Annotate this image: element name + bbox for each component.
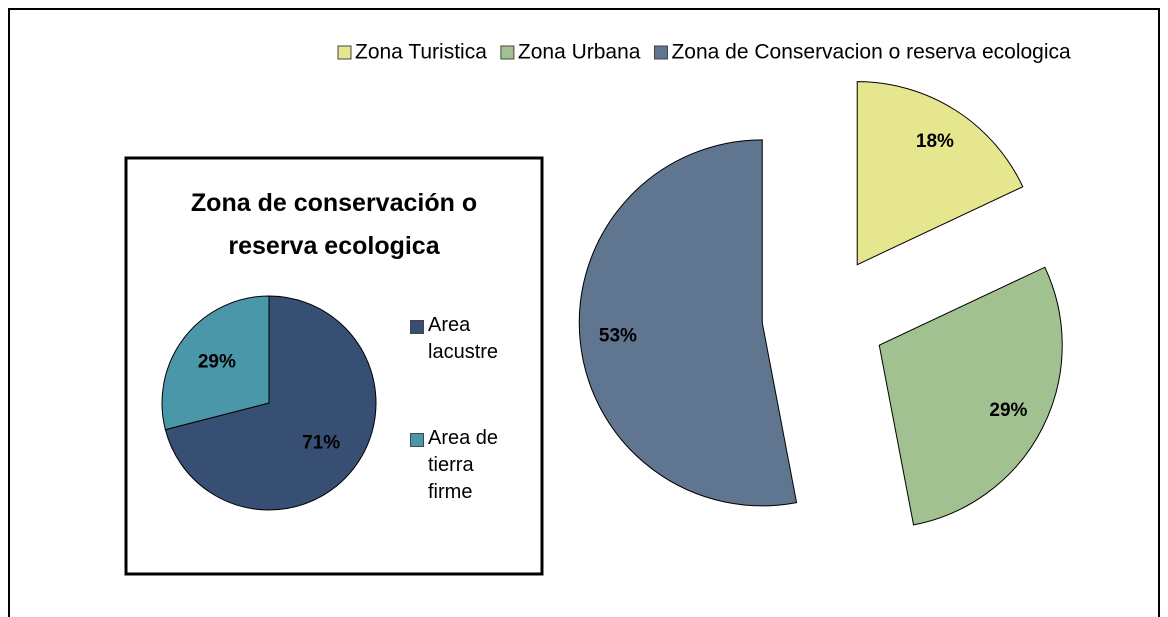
legend-swatch (410, 433, 424, 447)
data-label: 29% (989, 400, 1027, 421)
pie-slice (578, 139, 798, 507)
data-label: 71% (302, 432, 340, 453)
legend-swatch (337, 45, 352, 60)
legend-swatch (410, 320, 424, 334)
data-label: 29% (198, 352, 236, 373)
data-label: 53% (599, 325, 637, 346)
inset-title: Zona de conservación o reserva ecologica (190, 189, 478, 260)
legend-item: Area de tierra firme (410, 425, 520, 506)
chart-border (8, 8, 1160, 617)
pie-slice (161, 295, 270, 431)
legend-label: Zona Turistica (355, 41, 487, 64)
legend-item: Area lacustre (410, 312, 520, 366)
legend-label: Zona Urbana (518, 41, 641, 64)
pie-slice (878, 266, 1063, 526)
pie-slice (164, 295, 377, 511)
legend-label: Area de tierra firme (428, 427, 499, 503)
legend-swatch (500, 45, 515, 60)
legend-swatch (653, 45, 668, 60)
legend-label: Area lacustre (428, 314, 499, 363)
data-label: 18% (916, 131, 954, 152)
pie-slice (856, 81, 1024, 266)
legend-label: Zona de Conservacion o reserva ecologica (671, 41, 1071, 64)
